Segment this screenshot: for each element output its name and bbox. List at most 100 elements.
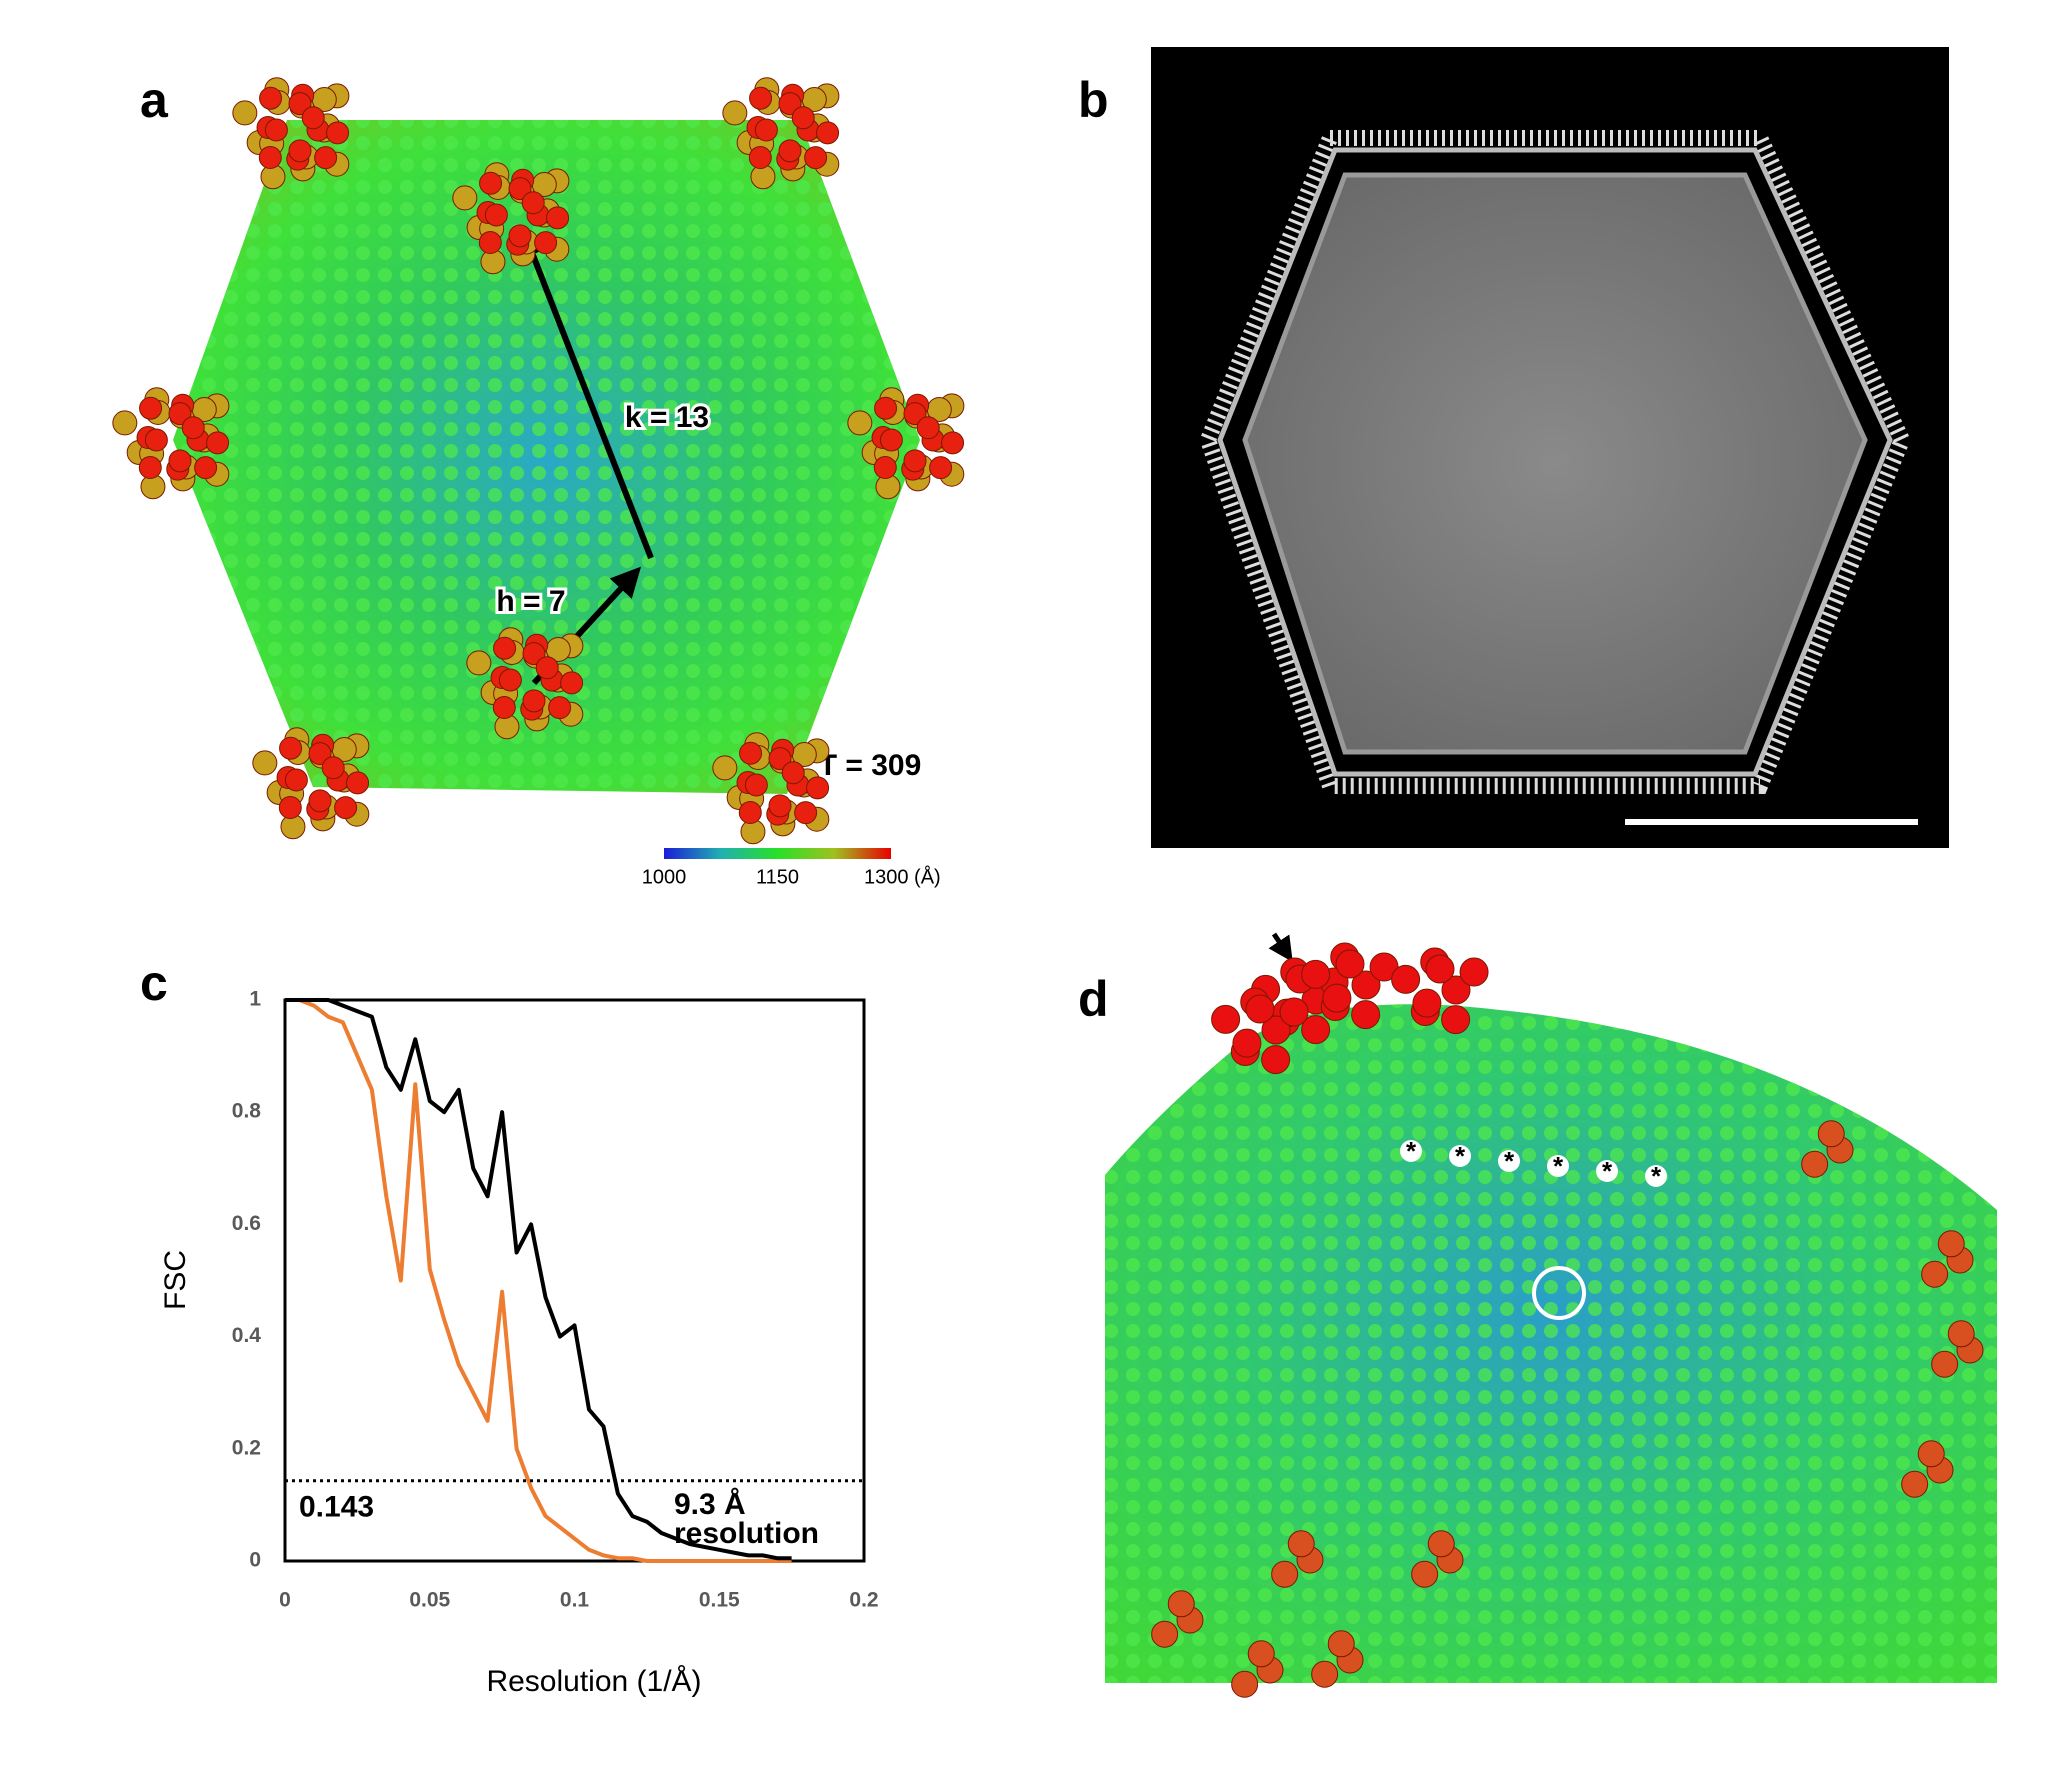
- spike: [1151, 1620, 1179, 1648]
- spike: [206, 431, 230, 455]
- spike: [522, 689, 546, 713]
- spike: [1441, 975, 1471, 1005]
- colorbar-tick-label: 1150: [756, 866, 799, 888]
- spike: [722, 100, 748, 126]
- spike: [1231, 1670, 1259, 1698]
- spike: [778, 92, 802, 116]
- spike: [535, 656, 559, 680]
- spike: [1917, 1440, 1945, 1468]
- spike: [139, 396, 163, 420]
- spike: [1335, 949, 1365, 979]
- spike: [1301, 1015, 1331, 1045]
- spike: [816, 121, 840, 145]
- spike: [346, 771, 370, 795]
- asterisk-bg: [1645, 1165, 1667, 1187]
- spike: [916, 416, 940, 440]
- spike: [452, 185, 478, 211]
- spike: [744, 773, 768, 797]
- spike: [314, 146, 338, 170]
- x-axis-title: Resolution (1/Å): [486, 1665, 701, 1698]
- spike: [478, 231, 502, 255]
- spike: [804, 146, 828, 170]
- threshold-label: 0.143: [299, 1491, 374, 1524]
- spike: [847, 410, 873, 436]
- spike: [1901, 1470, 1929, 1498]
- spike: [548, 696, 572, 720]
- capsid-shell-inner: [1217, 147, 1893, 777]
- fsc-curve: [285, 998, 792, 1563]
- spike: [232, 100, 258, 126]
- spike: [259, 86, 283, 110]
- spike: [806, 776, 830, 800]
- spike: [1311, 1660, 1339, 1688]
- spike: [168, 449, 192, 473]
- spike: [1441, 1005, 1471, 1035]
- k-arrow: [518, 226, 654, 560]
- t-label: T = 309: [819, 749, 922, 782]
- k-label: k = 13: [625, 401, 709, 434]
- spike: [279, 736, 303, 760]
- spike: [1279, 997, 1309, 1027]
- spike: [1261, 1045, 1291, 1075]
- spike: [278, 796, 302, 820]
- asterisk-bg: [1400, 1140, 1422, 1162]
- spike: [112, 410, 138, 436]
- panel-label: d: [1078, 971, 1109, 1027]
- spike: [560, 671, 584, 695]
- spike: [1931, 1350, 1959, 1378]
- spike: [778, 139, 802, 163]
- spike: [284, 768, 308, 792]
- spike: [492, 696, 516, 720]
- x-tick-label: 0: [279, 1589, 291, 1612]
- spike: [498, 668, 522, 692]
- spike: [326, 121, 350, 145]
- spike: [521, 191, 545, 215]
- spike: [712, 755, 738, 781]
- spike: [1322, 983, 1352, 1013]
- y-tick-label: 1: [249, 988, 261, 1011]
- spike: [288, 139, 312, 163]
- spike: [252, 750, 278, 776]
- panel-label: b: [1078, 72, 1109, 128]
- capsid-closeup-texture: [1105, 1004, 1997, 1683]
- spike: [334, 796, 358, 820]
- spike: [1412, 988, 1442, 1018]
- spike: [873, 456, 897, 480]
- spike: [138, 456, 162, 480]
- asterisk-bg: [1449, 1145, 1471, 1167]
- y-axis-title: FSC: [159, 1250, 192, 1310]
- spike: [874, 396, 898, 420]
- x-tick-label: 0.1: [560, 1589, 590, 1612]
- spike: [1817, 1120, 1845, 1148]
- y-tick-label: 0.6: [232, 1212, 261, 1235]
- spike: [1801, 1150, 1829, 1178]
- colorbar-tick-label: 1000: [642, 866, 687, 888]
- spike: [264, 118, 288, 142]
- spike: [1271, 1560, 1299, 1588]
- panel-label: c: [140, 955, 168, 1011]
- spike: [1327, 1630, 1355, 1658]
- y-tick-label: 0: [249, 1549, 261, 1572]
- membrane: [1242, 172, 1868, 755]
- vertex-arrow: [1268, 932, 1293, 963]
- capsid-shell: [1199, 130, 1911, 794]
- spike: [929, 456, 953, 480]
- capsid-texture: [173, 120, 920, 794]
- spike: [1937, 1230, 1965, 1258]
- spike: [1301, 959, 1331, 989]
- plot-frame: [283, 998, 866, 1563]
- spike: [768, 794, 792, 818]
- spike: [508, 177, 532, 201]
- spike: [308, 742, 332, 766]
- spike: [534, 231, 558, 255]
- spike: [168, 402, 192, 426]
- asterisk: *: [1504, 1146, 1515, 1176]
- spike: [903, 402, 927, 426]
- spike: [1459, 957, 1489, 987]
- spike: [748, 146, 772, 170]
- asterisk: *: [1602, 1156, 1613, 1186]
- spike: [903, 449, 927, 473]
- spike: [1232, 1028, 1262, 1058]
